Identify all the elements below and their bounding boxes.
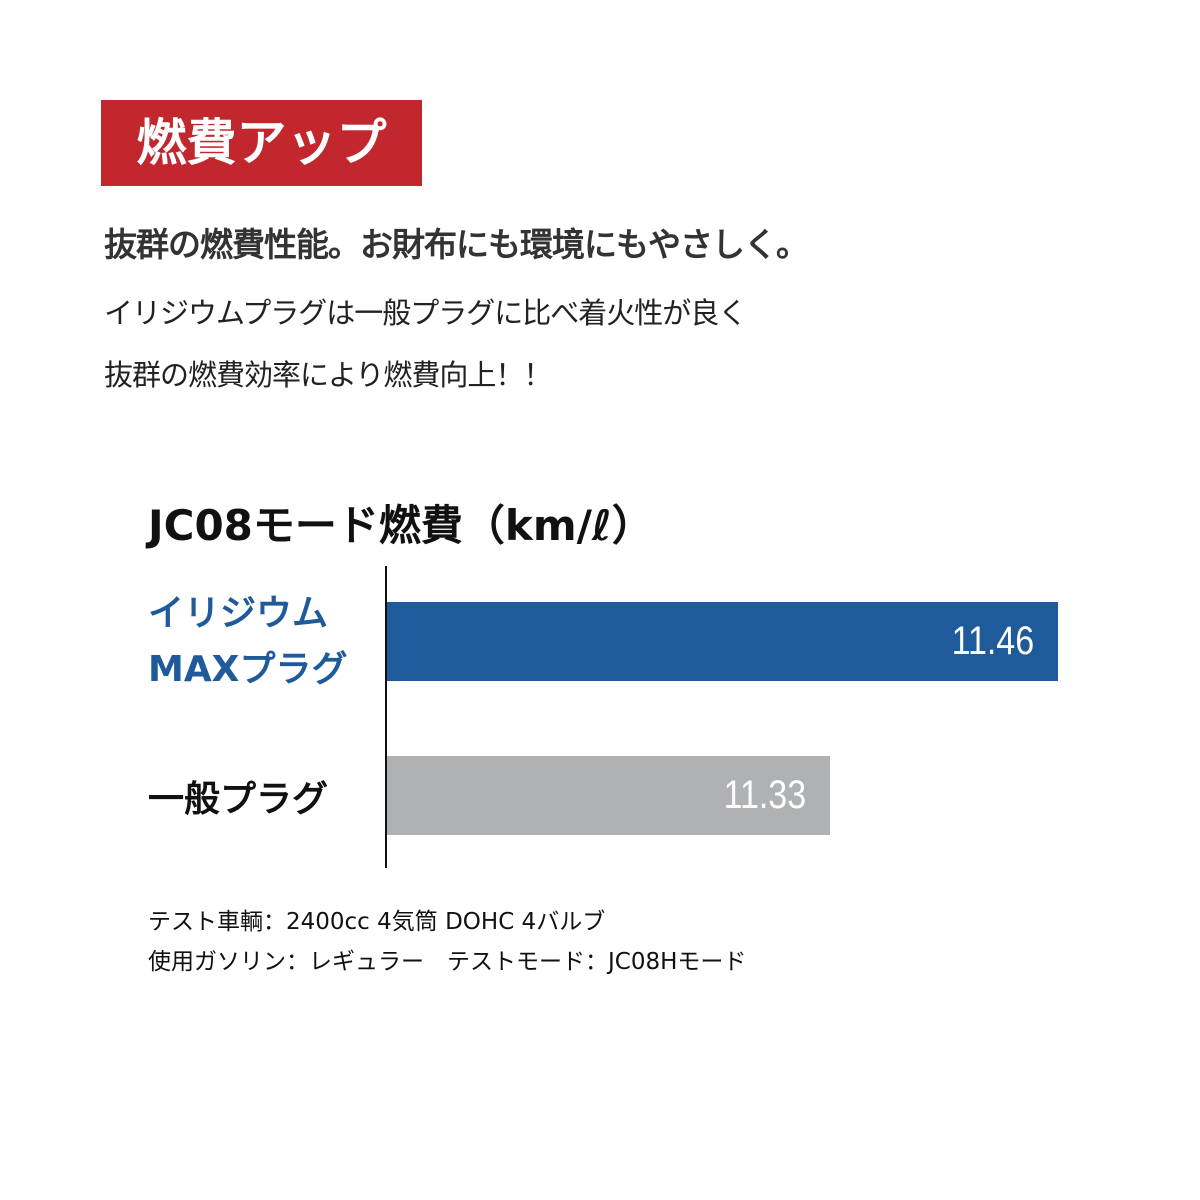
data-label-iridium: 11.46 [951, 619, 1034, 663]
category-label-standard: 一般プラグ [148, 772, 328, 828]
body-line-2: 抜群の燃費効率により燃費向上！！ [104, 358, 552, 392]
bar-iridium: 11.46 [387, 602, 1058, 681]
chart-title: JC08モード燃費（km/ℓ） [148, 501, 654, 550]
note-test-vehicle: テスト車輌：2400cc 4気筒 DOHC 4バルブ [148, 909, 606, 935]
note-gasoline-mode: 使用ガソリン：レギュラー テストモード：JC08Hモード [148, 949, 747, 975]
category-label-iridium: イリジウム MAXプラグ [148, 586, 347, 698]
badge-fuel-up: 燃費アップ [101, 100, 422, 186]
category-label-line: 一般プラグ [148, 779, 329, 820]
y-axis-line [385, 566, 387, 868]
category-label-line: イリジウム [148, 593, 329, 634]
body-line-1: イリジウムプラグは一般プラグに比べ着火性が良く [104, 296, 747, 330]
data-label-standard: 11.33 [723, 773, 807, 817]
category-label-line: MAXプラグ [148, 649, 348, 690]
subheading: 抜群の燃費性能。お財布にも環境にもやさしく。 [104, 225, 809, 264]
bar-standard: 11.33 [387, 756, 831, 835]
